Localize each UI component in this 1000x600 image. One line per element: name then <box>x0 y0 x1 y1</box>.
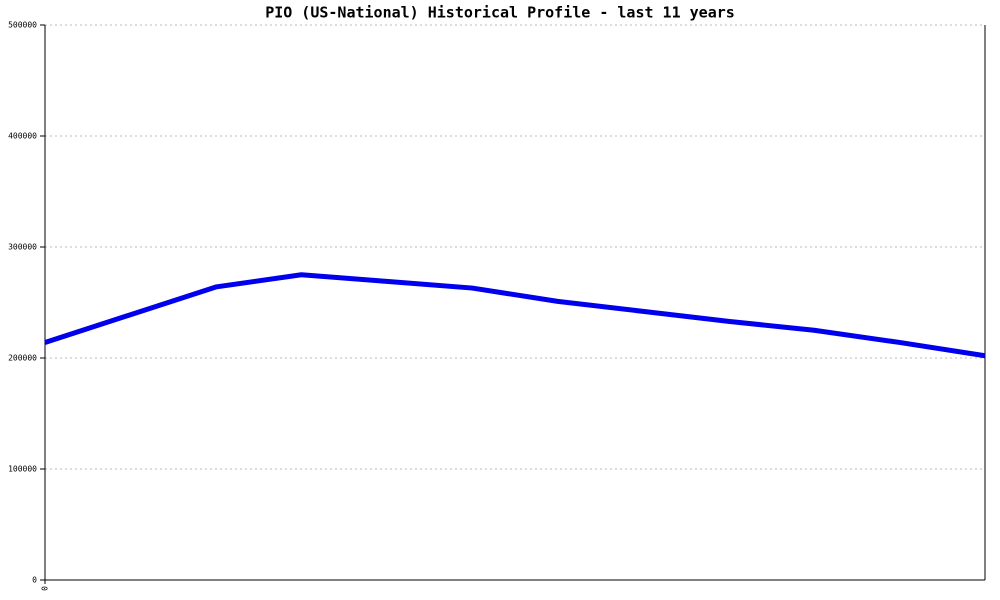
y-tick-label: 500000 <box>8 21 37 30</box>
y-tick-label: 300000 <box>8 243 37 252</box>
chart-title: PIO (US-National) Historical Profile - l… <box>265 4 735 22</box>
line-series <box>44 272 986 359</box>
y-tick-label: 100000 <box>8 465 37 474</box>
y-tick-label: 0 <box>32 576 37 585</box>
y-tick-label: 400000 <box>8 132 37 141</box>
x-tick-label: 0 <box>41 586 50 591</box>
y-tick-label: 200000 <box>8 354 37 363</box>
